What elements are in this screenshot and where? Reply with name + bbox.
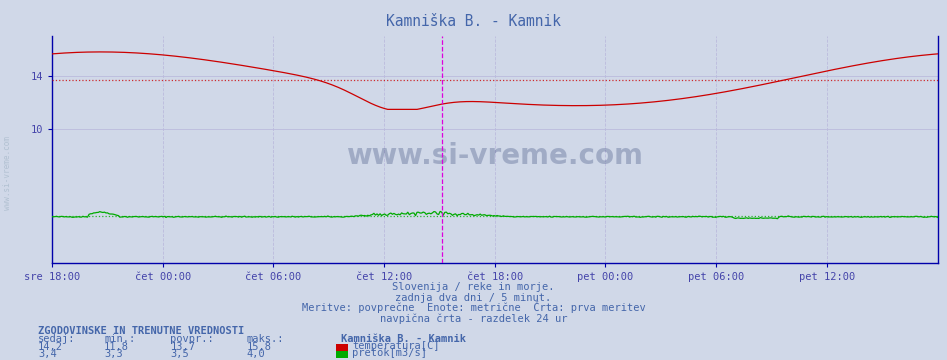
- Text: navpična črta - razdelek 24 ur: navpična črta - razdelek 24 ur: [380, 314, 567, 324]
- Text: Kamniška B. - Kamnik: Kamniška B. - Kamnik: [341, 334, 466, 344]
- Text: temperatura[C]: temperatura[C]: [352, 341, 439, 351]
- Text: Kamniška B. - Kamnik: Kamniška B. - Kamnik: [386, 14, 561, 30]
- Text: min.:: min.:: [104, 334, 135, 344]
- Text: 11,8: 11,8: [104, 342, 129, 352]
- Text: sedaj:: sedaj:: [38, 334, 76, 344]
- Text: povpr.:: povpr.:: [170, 334, 214, 344]
- Text: 3,5: 3,5: [170, 349, 189, 359]
- Text: ZGODOVINSKE IN TRENUTNE VREDNOSTI: ZGODOVINSKE IN TRENUTNE VREDNOSTI: [38, 326, 244, 336]
- Text: www.si-vreme.com: www.si-vreme.com: [3, 136, 12, 210]
- Text: zadnja dva dni / 5 minut.: zadnja dva dni / 5 minut.: [396, 293, 551, 303]
- Text: maks.:: maks.:: [246, 334, 284, 344]
- Text: 14,2: 14,2: [38, 342, 63, 352]
- Text: Meritve: povprečne  Enote: metrične  Črta: prva meritev: Meritve: povprečne Enote: metrične Črta:…: [302, 301, 645, 314]
- Text: Slovenija / reke in morje.: Slovenija / reke in morje.: [392, 282, 555, 292]
- Text: www.si-vreme.com: www.si-vreme.com: [347, 142, 643, 170]
- Text: pretok[m3/s]: pretok[m3/s]: [352, 348, 427, 358]
- Text: 4,0: 4,0: [246, 349, 265, 359]
- Text: 3,4: 3,4: [38, 349, 57, 359]
- Text: 15,8: 15,8: [246, 342, 271, 352]
- Text: 13,7: 13,7: [170, 342, 195, 352]
- Text: 3,3: 3,3: [104, 349, 123, 359]
